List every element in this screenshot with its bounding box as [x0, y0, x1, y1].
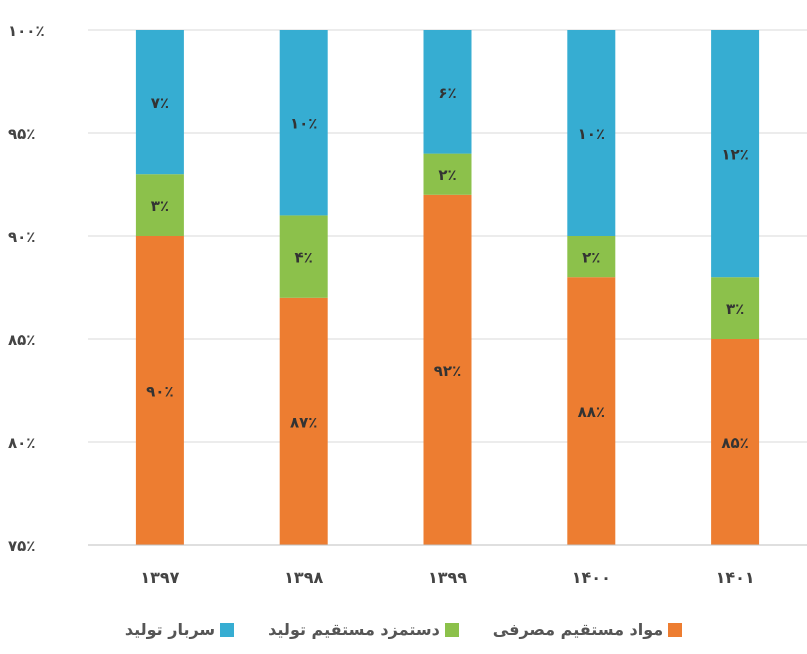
data-label: ۲٪	[582, 249, 600, 267]
data-label: ۳٪	[151, 197, 169, 215]
y-tick-label: ۷۵٪	[8, 537, 35, 555]
legend-label-labor: دستمزد مستقیم تولید	[268, 620, 440, 639]
x-tick-label: ۱۳۹۸	[284, 568, 323, 587]
data-label: ۱۲٪	[721, 146, 748, 164]
bar-segment	[135, 174, 184, 236]
legend-item-labor: دستمزد مستقیم تولید	[268, 620, 459, 639]
bar-segment	[711, 30, 760, 278]
x-tick-label: ۱۴۰۰	[572, 568, 611, 587]
bar-segment	[135, 236, 184, 545]
legend-item-material: مواد مستقیم مصرفی	[492, 620, 683, 639]
bar-segment	[423, 153, 472, 195]
y-tick-label: ۹۰٪	[8, 228, 35, 246]
legend-item-overhead: سربار تولید	[124, 620, 235, 639]
bar-segment	[279, 215, 328, 298]
data-label: ۴٪	[295, 249, 313, 267]
bar-segment	[567, 30, 616, 236]
legend-swatch-material	[668, 622, 683, 637]
bar-segment	[423, 194, 472, 546]
bar-segment	[423, 30, 472, 154]
data-label: ۲٪	[438, 166, 456, 184]
y-tick-label: ۹۵٪	[8, 125, 35, 143]
y-tick-label: ۱۰۰٪	[8, 22, 45, 40]
bar-segment	[279, 297, 328, 545]
data-label: ۸۷٪	[290, 413, 317, 431]
bar-segment	[567, 277, 616, 545]
data-label: ۷٪	[151, 94, 169, 112]
data-label: ۸۸٪	[578, 403, 605, 421]
y-tick-label: ۸۵٪	[8, 331, 35, 349]
data-label: ۸۵٪	[721, 434, 748, 452]
legend-swatch-overhead	[220, 622, 235, 637]
legend-label-material: مواد مستقیم مصرفی	[492, 620, 664, 639]
data-label: ۹۲٪	[434, 362, 461, 380]
data-label: ۹۰٪	[146, 383, 173, 401]
legend: مواد مستقیم مصرفی دستمزد مستقیم تولید سر…	[0, 620, 807, 639]
bar-segment	[135, 30, 184, 175]
legend-label-overhead: سربار تولید	[124, 620, 216, 639]
data-label: ۳٪	[726, 300, 744, 318]
x-tick-label: ۱۳۹۷	[140, 568, 179, 587]
data-label: ۱۰٪	[578, 125, 605, 143]
bar-segment	[711, 339, 760, 545]
bar-segment	[279, 30, 328, 216]
data-label: ۱۰٪	[290, 115, 317, 133]
data-label: ۶٪	[438, 84, 456, 102]
x-tick-label: ۱۳۹۹	[428, 568, 467, 587]
y-tick-label: ۸۰٪	[8, 434, 35, 452]
bar-segment	[711, 277, 760, 339]
bar-segment	[567, 236, 616, 278]
legend-swatch-labor	[444, 622, 459, 637]
x-tick-label: ۱۴۰۱	[716, 568, 755, 587]
